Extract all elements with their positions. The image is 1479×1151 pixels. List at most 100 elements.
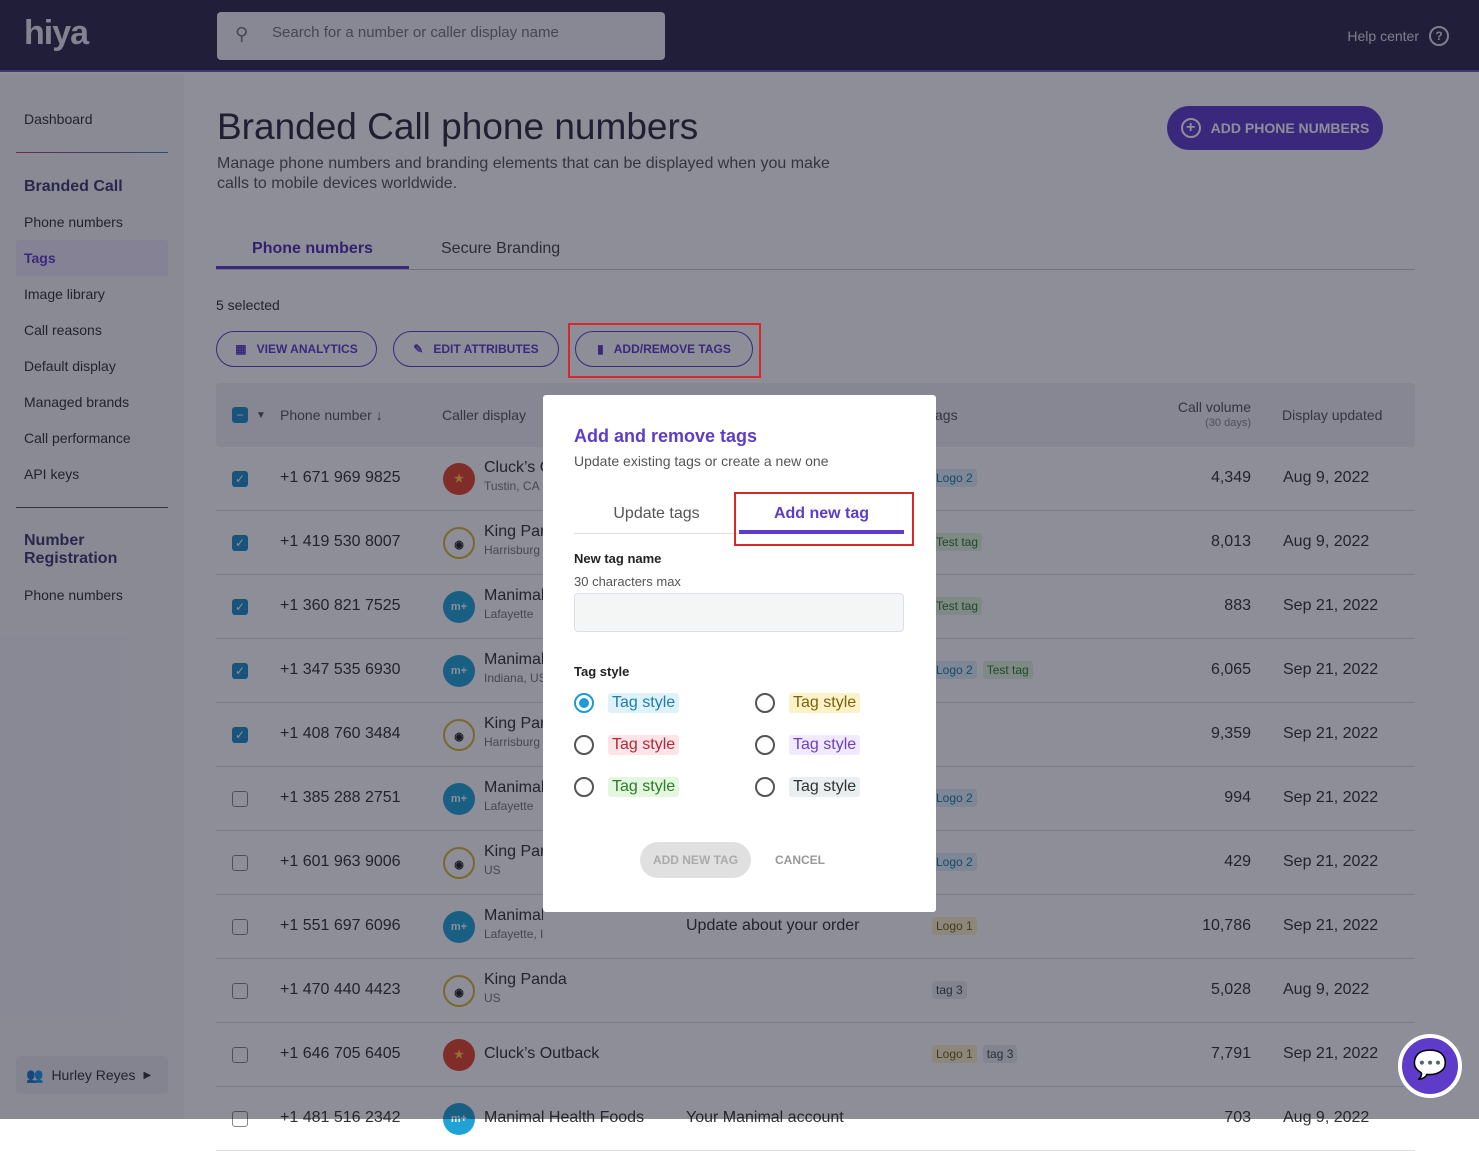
caller-name: Manimal Health Foods (484, 587, 543, 604)
call-volume: 6,065 (1210, 661, 1251, 678)
tags-cell: tag 3 (932, 981, 967, 999)
cancel-button[interactable]: CANCEL (775, 853, 825, 867)
brand-avatar: m+ (443, 911, 475, 943)
tag-style-red-preview: Tag style (608, 735, 680, 755)
tags-cell: Test tag (932, 533, 983, 551)
sidebar-item-tags[interactable]: Tags (24, 250, 56, 266)
tag-badge: Test tag (932, 533, 983, 551)
display-updated: Aug 9, 2022 (1283, 981, 1370, 998)
select-all-checkbox[interactable]: − (232, 407, 248, 423)
sidebar-item-api-keys[interactable]: API keys (24, 466, 80, 482)
row-checkbox[interactable] (232, 1047, 248, 1063)
sidebar-item-call-performance[interactable]: Call performance (24, 430, 131, 446)
view-analytics-button[interactable]: ▦ VIEW ANALYTICS (216, 331, 377, 367)
row-checkbox[interactable] (232, 919, 248, 935)
row-checkbox[interactable] (232, 855, 248, 871)
row-checkbox[interactable]: ✓ (232, 599, 248, 615)
table-row[interactable]: ✓ +1 408 760 3484 ◉ King Panda Harrisburg… (216, 703, 1415, 767)
table-row[interactable]: +1 551 697 6096 m+ Manimal Health Foods L… (216, 895, 1415, 959)
phone-number[interactable]: +1 347 535 6930 (280, 661, 401, 678)
column-phone-number[interactable]: Phone number ↓ (280, 407, 383, 423)
hiya-logo[interactable]: hiya (24, 14, 89, 52)
tag-style-label: Tag style (574, 664, 630, 679)
dialog-subtitle: Update existing tags or create a new one (574, 453, 829, 469)
table-row[interactable]: +1 470 440 4423 ◉ King Panda US tag 3 5,0… (216, 959, 1415, 1023)
sidebar-item-default-display[interactable]: Default display (24, 358, 116, 374)
new-tag-name-input[interactable] (574, 593, 904, 632)
table-row[interactable]: ✓ +1 360 821 7525 m+ Manimal Health Food… (216, 575, 1415, 639)
tag-style-green-option[interactable]: Tag style (574, 777, 680, 797)
caller-location: Lafayette (484, 799, 534, 813)
tab-phone-numbers[interactable]: Phone numbers (216, 240, 409, 270)
tag-style-purple-preview: Tag style (789, 735, 861, 755)
row-checkbox[interactable] (232, 791, 248, 807)
divider (16, 152, 168, 153)
caller-display: Manimal Health Foods Lafayette, Indiana, … (484, 907, 543, 943)
radio[interactable] (755, 735, 775, 755)
sidebar-item-phone-numbers[interactable]: Phone numbers (24, 214, 123, 230)
highlight-box (568, 323, 761, 378)
add-phone-numbers-button[interactable]: + ADD PHONE NUMBERS (1167, 106, 1383, 150)
caller-display: Manimal Health Foods Indiana, US (484, 651, 543, 687)
search-icon: ⚲ (235, 24, 249, 45)
call-volume: 883 (1224, 597, 1251, 614)
tag-style-blue-option[interactable]: Tag style (574, 693, 680, 713)
phone-number[interactable]: +1 408 760 3484 (280, 725, 401, 742)
sidebar-heading-branded-call: Branded Call (24, 178, 123, 195)
row-checkbox[interactable] (232, 983, 248, 999)
row-checkbox[interactable]: ✓ (232, 663, 248, 679)
phone-number[interactable]: +1 646 705 6405 (280, 1045, 401, 1062)
sidebar-item-nr-phone-numbers[interactable]: Phone numbers (24, 587, 123, 603)
sidebar-item-dashboard[interactable]: Dashboard (24, 111, 93, 127)
chevron-down-icon[interactable]: ▼ (256, 410, 266, 421)
analytics-icon: ▦ (235, 342, 247, 356)
radio[interactable] (755, 777, 775, 797)
phone-number[interactable]: +1 551 697 6096 (280, 917, 401, 934)
chevron-right-icon: ▶ (143, 1069, 152, 1081)
search-box[interactable]: ⚲ (217, 12, 665, 60)
radio-selected[interactable] (574, 693, 594, 713)
add-remove-tags-dialog: Add and remove tags Update existing tags… (543, 395, 936, 912)
radio[interactable] (574, 735, 594, 755)
tag-badge: Test tag (982, 661, 1033, 679)
caller-display: King Panda Harrisburg (484, 715, 543, 751)
phone-number[interactable]: +1 671 969 9825 (280, 469, 401, 486)
radio[interactable] (574, 777, 594, 797)
sidebar-item-managed-brands[interactable]: Managed brands (24, 394, 130, 410)
tag-style-yellow-option[interactable]: Tag style (755, 693, 861, 713)
user-menu[interactable]: 👥 Hurley Reyes ▶ (16, 1056, 168, 1094)
new-tag-name-hint: 30 characters max (574, 574, 681, 589)
tab-secure-branding[interactable]: Secure Branding (441, 240, 561, 257)
call-volume: 5,028 (1210, 981, 1251, 998)
caller-name: Manimal Health Foods (484, 779, 543, 796)
user-icon: 👥 (26, 1066, 44, 1083)
caller-location: Lafayette (484, 607, 534, 621)
add-remove-tags-button[interactable]: ▮ ADD/REMOVE TAGS (575, 331, 753, 367)
table-row[interactable]: +1 646 705 6405 ★ Cluck’s Outback Logo 1… (216, 1023, 1415, 1087)
tag-style-grey-option[interactable]: Tag style (755, 777, 861, 797)
sidebar-item-call-reasons[interactable]: Call reasons (24, 322, 102, 338)
phone-number[interactable]: +1 419 530 8007 (280, 533, 401, 550)
add-new-tag-button[interactable]: ADD NEW TAG (640, 842, 751, 878)
tab-add-new-tag[interactable]: Add new tag (739, 505, 904, 534)
help-center-link[interactable]: Help center ? (1347, 26, 1449, 46)
tag-style-purple-option[interactable]: Tag style (755, 735, 861, 755)
phone-number[interactable]: +1 601 963 9006 (280, 853, 401, 870)
edit-attributes-button[interactable]: ✎ EDIT ATTRIBUTES (393, 331, 559, 367)
tag-style-red-option[interactable]: Tag style (574, 735, 680, 755)
row-checkbox[interactable]: ✓ (232, 471, 248, 487)
phone-number[interactable]: +1 470 440 4423 (280, 981, 401, 998)
phone-number[interactable]: +1 360 821 7525 (280, 597, 401, 614)
phone-number[interactable]: +1 385 288 2751 (280, 789, 401, 806)
display-updated: Aug 9, 2022 (1283, 533, 1370, 550)
row-checkbox[interactable]: ✓ (232, 535, 248, 551)
search-input[interactable] (272, 24, 642, 41)
radio[interactable] (755, 693, 775, 713)
tab-update-tags[interactable]: Update tags (613, 505, 700, 522)
call-volume: 7,791 (1210, 1045, 1251, 1062)
caller-location: Tustin, CA (484, 479, 540, 493)
row-checkbox[interactable]: ✓ (232, 727, 248, 743)
table-row[interactable]: ✓ +1 347 535 6930 m+ Manimal Health Food… (216, 639, 1415, 703)
chat-icon[interactable]: 💬 (1398, 1034, 1462, 1098)
sidebar-item-image-library[interactable]: Image library (24, 286, 105, 302)
